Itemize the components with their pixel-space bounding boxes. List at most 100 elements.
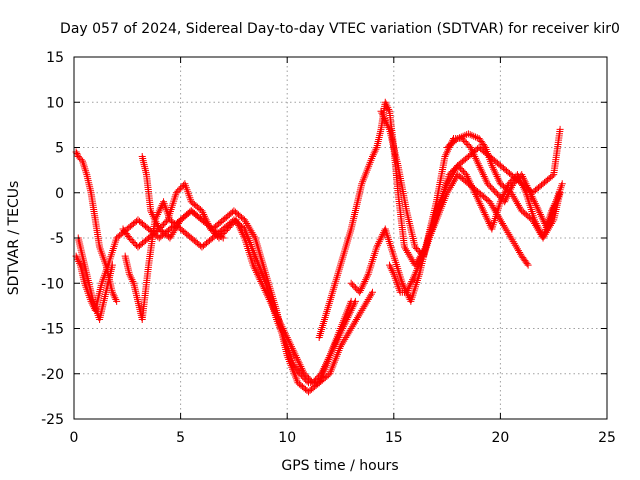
data-point (349, 281, 357, 289)
data-point (355, 312, 363, 320)
data-point (266, 297, 274, 305)
data-point (523, 260, 531, 268)
data-point (379, 111, 387, 119)
data-point (486, 183, 494, 191)
data-point (281, 330, 289, 338)
data-point (452, 174, 460, 182)
data-point (536, 210, 544, 218)
data-point (361, 301, 369, 309)
data-point (513, 245, 521, 253)
data-point (406, 281, 414, 289)
data-point (478, 169, 486, 177)
data-point (166, 234, 174, 242)
data-point (319, 366, 327, 374)
data-point (238, 229, 246, 237)
data-point (493, 210, 501, 218)
data-point (270, 306, 278, 314)
data-point (491, 187, 499, 195)
data-point (476, 200, 484, 208)
data-point (126, 272, 134, 280)
y-tick-label: -10 (41, 276, 64, 292)
data-point (484, 180, 492, 188)
axis-ticks (73, 56, 608, 420)
data-point (407, 279, 415, 287)
data-point (370, 149, 378, 157)
data-point (322, 359, 330, 367)
data-point (76, 259, 84, 267)
data-point (447, 182, 455, 190)
data-point (332, 339, 340, 347)
data-point (278, 323, 286, 331)
data-point (234, 220, 242, 228)
data-point (459, 132, 467, 140)
data-point (519, 183, 527, 191)
data-point (338, 341, 346, 349)
data-point (353, 285, 361, 293)
data-point (284, 335, 292, 343)
data-point (129, 277, 137, 285)
data-point (321, 363, 329, 371)
data-point (544, 225, 552, 233)
data-point (490, 167, 498, 175)
data-point (404, 292, 412, 300)
data-point (322, 361, 330, 369)
data-point (241, 216, 249, 224)
data-point (461, 131, 469, 139)
data-point (532, 221, 540, 229)
x-tick-label: 15 (385, 430, 403, 446)
y-tick-labels: -25 -20 -15 -10 -5 0 5 10 15 (41, 50, 64, 428)
data-point (175, 186, 183, 194)
data-point (148, 209, 156, 217)
data-point (448, 168, 456, 176)
data-point (383, 120, 391, 128)
data-point (494, 174, 502, 182)
data-point (519, 182, 527, 190)
data-point (74, 153, 82, 161)
data-point (286, 339, 294, 347)
data-point (474, 196, 482, 204)
data-point (472, 133, 480, 141)
data-point (239, 230, 247, 238)
data-point (387, 265, 395, 273)
data-point (407, 254, 415, 262)
data-point (516, 203, 524, 211)
data-point (478, 205, 486, 213)
data-point (325, 353, 333, 361)
data-point (248, 229, 256, 237)
data-point (318, 368, 326, 376)
data-point (256, 276, 264, 284)
data-point (483, 214, 491, 222)
data-point (386, 263, 394, 271)
data-point (413, 245, 421, 253)
data-point (162, 217, 170, 225)
data-point (357, 308, 365, 316)
data-point (471, 153, 479, 161)
data-point (178, 183, 186, 191)
data-point (539, 234, 547, 242)
data-point (305, 374, 313, 382)
data-point (510, 239, 518, 247)
data-point (362, 299, 370, 307)
data-point (515, 174, 523, 182)
data-point (236, 225, 244, 233)
data-point (258, 281, 266, 289)
data-point (509, 175, 517, 183)
data-point (152, 218, 160, 226)
data-point (449, 166, 457, 174)
series-E (138, 153, 359, 387)
data-point (492, 189, 500, 197)
data-point (233, 218, 241, 226)
data-point (462, 171, 470, 179)
data-point (267, 299, 275, 307)
data-point (409, 276, 417, 284)
data-point (131, 240, 139, 248)
data-point (235, 223, 243, 231)
data-point (199, 209, 207, 217)
data-point (153, 220, 161, 228)
data-point (529, 218, 537, 226)
data-point (82, 167, 90, 175)
data-point (336, 330, 344, 338)
data-point (262, 288, 270, 296)
data-point (534, 225, 542, 233)
data-point (346, 326, 354, 334)
